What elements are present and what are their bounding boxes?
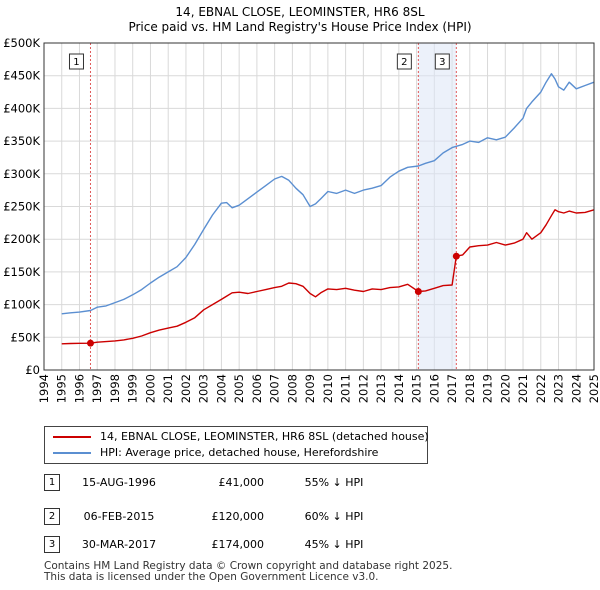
sale-period-shade [418,43,457,370]
sale-point [414,288,422,296]
axes: £0 £50K £100K £150K £200K £250K £300K £350K £400… [3,36,600,403]
plot-frame [43,42,595,371]
sale-label-text: 1 [73,57,79,68]
x-tick-label: 1998 [108,374,122,403]
x-tick-label: 2021 [516,374,530,403]
x-tick-label: 2004 [214,374,228,403]
y-tick-label: £300K [3,167,40,181]
sale-date: 30-MAR-2017 [81,538,157,551]
grid [43,42,595,371]
x-tick-label: 2025 [587,374,600,403]
sale-label-text: 3 [439,57,445,68]
x-tick-label: 2005 [232,374,246,403]
sale-number: 3 [44,536,60,553]
sale-price: £41,000 [218,476,265,489]
legend-swatch-hpi [53,452,91,454]
x-tick-label: 2016 [427,374,441,403]
sale-markers: 1 2 3 [68,53,460,347]
chart-subtitle: Price paid vs. HM Land Registry's House … [128,20,471,34]
x-tick-label: 2015 [410,374,424,403]
sale-hpi-diff: 55% ↓ HPI [304,476,364,489]
sale-date: 06-FEB-2015 [83,510,155,523]
y-tick-label: £0 [25,363,40,377]
x-tick-label: 2007 [268,374,282,403]
y-tick-label: £350K [3,134,40,148]
x-tick-label: 2008 [285,374,299,403]
x-tick-label: 2013 [374,374,388,403]
x-tick-label: 2014 [392,374,406,403]
series-line-property [61,209,595,345]
x-tick-label: 2024 [569,374,583,403]
x-tick-label: 1999 [126,374,140,403]
sale-label-box [396,53,412,70]
x-tick-label: 1994 [37,374,51,403]
footer: Contains HM Land Registry data © Crown c… [44,561,594,583]
x-tick-label: 2023 [552,374,566,403]
footer-line-2: This data is licensed under the Open Gov… [44,571,379,583]
sale-label-box [68,53,84,70]
x-tick-label: 2011 [339,374,353,403]
sale-row: 2 06-FEB-2015 £120,000 60% ↓ HPI [44,508,424,526]
y-tick-label: £150K [3,265,40,279]
x-tick-label: 2020 [498,374,512,403]
sale-label-box [434,53,450,70]
sale-hpi-diff: 60% ↓ HPI [304,510,364,523]
sale-price: £120,000 [211,510,265,523]
sale-number: 2 [44,508,60,525]
sale-hpi-diff: 45% ↓ HPI [304,538,364,551]
series [61,73,595,345]
x-tick-label: 2000 [143,374,157,403]
y-tick-label: £250K [3,200,40,214]
sale-date: 15-AUG-1996 [82,476,156,489]
x-tick-label: 2006 [250,374,264,403]
x-tick-label: 2012 [356,374,370,403]
sale-row: 1 15-AUG-1996 £41,000 55% ↓ HPI [44,474,424,492]
y-tick-label: £400K [3,101,40,115]
sale-point [452,252,460,260]
sale-number: 1 [44,474,60,491]
y-tick-label: £50K [11,330,41,344]
y-tick-label: £200K [3,232,40,246]
price-chart: 14, EBNAL CLOSE, LEOMINSTER, HR6 8SL Pri… [3,5,600,403]
sale-price: £174,000 [211,538,265,551]
x-tick-label: 2003 [197,374,211,403]
x-tick-label: 2010 [321,374,335,403]
sale-row: 3 30-MAR-2017 £174,000 45% ↓ HPI [44,536,424,554]
x-tick-label: 2009 [303,374,317,403]
x-tick-label: 2018 [463,374,477,403]
series-line-hpi [61,73,595,315]
x-tick-label: 2002 [179,374,193,403]
legend: 14, EBNAL CLOSE, LEOMINSTER, HR6 8SL (de… [44,426,429,464]
sale-point [86,339,94,347]
y-tick-label: £100K [3,298,40,312]
x-tick-label: 1996 [72,374,86,403]
x-tick-label: 2022 [534,374,548,403]
chart-title: 14, EBNAL CLOSE, LEOMINSTER, HR6 8SL [175,5,424,19]
sale-shading [89,43,457,370]
sale-label-text: 2 [401,57,407,68]
legend-swatch-property [53,436,91,438]
legend-label-property: 14, EBNAL CLOSE, LEOMINSTER, HR6 8SL (de… [100,430,429,443]
x-tick-label: 2001 [161,374,175,403]
legend-label-hpi: HPI: Average price, detached house, Here… [100,446,379,459]
x-tick-label: 2017 [445,374,459,403]
footer-line-1: Contains HM Land Registry data © Crown c… [44,560,453,572]
y-tick-label: £450K [3,69,40,83]
y-tick-label: £500K [3,36,40,50]
x-tick-label: 1995 [55,374,69,403]
x-tick-label: 2019 [481,374,495,403]
x-tick-label: 1997 [90,374,104,403]
